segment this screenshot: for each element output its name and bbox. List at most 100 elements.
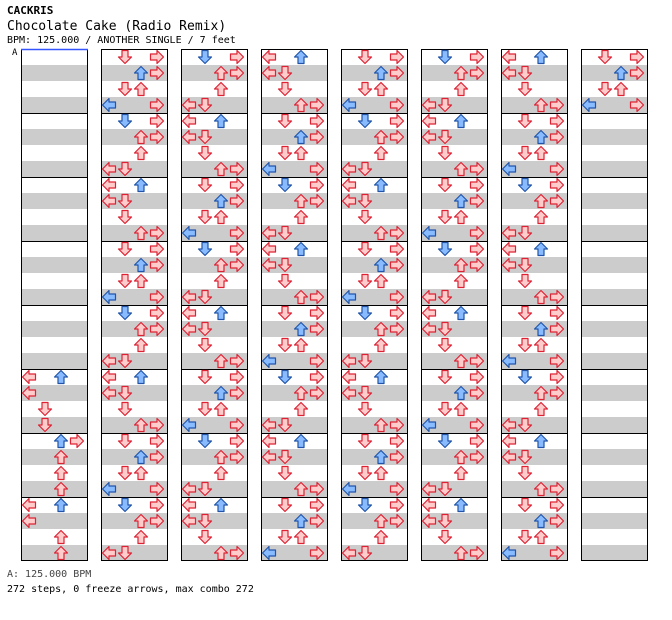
beat-stripe: [101, 385, 168, 401]
arrow-down-icon: [117, 209, 133, 225]
arrow-up-icon: [453, 65, 469, 81]
beat-stripe: [101, 353, 168, 369]
arrow-up-icon: [373, 369, 389, 385]
arrow-down-icon: [437, 529, 453, 545]
arrow-up-icon: [293, 401, 309, 417]
arrow-up-icon: [373, 417, 389, 433]
arrow-up-icon: [613, 81, 629, 97]
arrow-left-icon: [261, 449, 277, 465]
arrow-down-icon: [197, 433, 213, 449]
beat-stripe: [101, 161, 168, 177]
arrow-up-icon: [133, 369, 149, 385]
arrow-left-icon: [101, 369, 117, 385]
arrow-down-icon: [197, 97, 213, 113]
arrow-down-icon: [357, 497, 373, 513]
beat-stripe: [581, 225, 648, 241]
beat-stripe: [581, 545, 648, 561]
arrow-left-icon: [181, 289, 197, 305]
arrow-up-icon: [533, 241, 549, 257]
arrow-up-icon: [213, 65, 229, 81]
beat-stripe: [421, 225, 488, 241]
arrow-left-icon: [181, 513, 197, 529]
chart-meta: BPM: 125.000 / ANOTHER SINGLE / 7 feet: [7, 35, 236, 46]
arrow-down-icon: [197, 513, 213, 529]
arrow-left-icon: [181, 129, 197, 145]
arrow-down-icon: [357, 81, 373, 97]
arrow-down-icon: [437, 321, 453, 337]
arrow-left-icon: [261, 353, 277, 369]
arrow-down-icon: [197, 209, 213, 225]
arrow-up-icon: [293, 193, 309, 209]
arrow-up-icon: [293, 433, 309, 449]
arrow-down-icon: [597, 81, 613, 97]
arrow-up-icon: [293, 321, 309, 337]
arrow-left-icon: [421, 97, 437, 113]
arrow-down-icon: [357, 193, 373, 209]
arrow-left-icon: [101, 481, 117, 497]
chart-column: [581, 49, 648, 561]
arrow-up-icon: [133, 177, 149, 193]
arrow-up-icon: [213, 257, 229, 273]
arrow-up-icon: [373, 177, 389, 193]
beat-stripe: [101, 481, 168, 497]
beat-stripe: [21, 321, 88, 337]
beat-stripe: [501, 161, 568, 177]
arrow-up-icon: [213, 161, 229, 177]
chart-column: [21, 49, 88, 561]
beat-stripe: [421, 481, 488, 497]
arrow-down-icon: [197, 481, 213, 497]
arrow-left-icon: [501, 545, 517, 561]
arrow-right-icon: [229, 65, 245, 81]
arrow-up-icon: [213, 545, 229, 561]
arrow-down-icon: [437, 513, 453, 529]
beat-stripe: [101, 97, 168, 113]
arrow-right-icon: [309, 545, 325, 561]
arrow-right-icon: [149, 449, 165, 465]
arrow-up-icon: [453, 113, 469, 129]
arrow-right-icon: [389, 113, 405, 129]
arrow-down-icon: [437, 129, 453, 145]
arrow-right-icon: [549, 161, 565, 177]
arrow-right-icon: [629, 65, 645, 81]
arrow-up-icon: [453, 353, 469, 369]
arrow-down-icon: [37, 401, 53, 417]
arrow-down-icon: [197, 529, 213, 545]
arrow-down-icon: [117, 113, 133, 129]
arrow-right-icon: [149, 225, 165, 241]
arrow-left-icon: [181, 97, 197, 113]
beat-stripe: [21, 225, 88, 241]
arrow-right-icon: [389, 449, 405, 465]
arrow-left-icon: [181, 497, 197, 513]
arrow-down-icon: [437, 369, 453, 385]
arrow-down-icon: [517, 465, 533, 481]
arrow-up-icon: [453, 209, 469, 225]
arrow-down-icon: [517, 225, 533, 241]
arrow-down-icon: [277, 113, 293, 129]
arrow-up-icon: [133, 337, 149, 353]
beat-stripe: [581, 321, 648, 337]
arrow-right-icon: [229, 177, 245, 193]
arrow-up-icon: [213, 401, 229, 417]
beat-stripe: [341, 193, 408, 209]
arrow-down-icon: [437, 177, 453, 193]
arrow-right-icon: [309, 129, 325, 145]
arrow-right-icon: [389, 241, 405, 257]
arrow-right-icon: [389, 49, 405, 65]
chart-column: [181, 49, 248, 561]
arrow-down-icon: [37, 417, 53, 433]
arrow-down-icon: [517, 257, 533, 273]
beat-stripe: [341, 161, 408, 177]
arrow-right-icon: [389, 289, 405, 305]
arrow-right-icon: [149, 241, 165, 257]
arrow-down-icon: [277, 465, 293, 481]
arrow-left-icon: [181, 305, 197, 321]
arrow-left-icon: [341, 481, 357, 497]
arrow-left-icon: [101, 353, 117, 369]
arrow-right-icon: [149, 129, 165, 145]
arrow-right-icon: [229, 161, 245, 177]
arrow-up-icon: [533, 145, 549, 161]
arrow-down-icon: [277, 369, 293, 385]
arrow-right-icon: [149, 321, 165, 337]
arrow-up-icon: [533, 481, 549, 497]
arrow-right-icon: [309, 113, 325, 129]
